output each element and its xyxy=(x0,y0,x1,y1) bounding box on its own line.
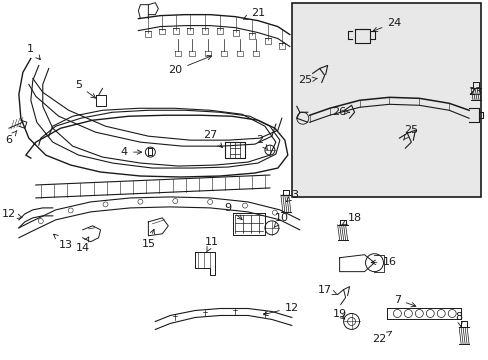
Text: 9: 9 xyxy=(224,203,242,220)
Text: 4: 4 xyxy=(121,147,142,157)
Text: 5: 5 xyxy=(75,80,95,98)
Text: 23: 23 xyxy=(467,87,481,97)
Text: 26: 26 xyxy=(332,107,349,117)
Text: 19: 19 xyxy=(332,310,346,319)
Text: 24: 24 xyxy=(372,18,401,32)
Text: 21: 21 xyxy=(243,8,264,19)
Text: 25: 25 xyxy=(297,75,317,85)
Text: 17: 17 xyxy=(317,284,337,295)
Text: 11: 11 xyxy=(204,237,219,252)
Text: 8: 8 xyxy=(455,312,462,327)
Text: 14: 14 xyxy=(76,237,89,253)
Text: 1: 1 xyxy=(27,44,41,60)
Text: 13: 13 xyxy=(54,234,73,250)
Text: 25: 25 xyxy=(403,125,418,140)
Text: 12: 12 xyxy=(263,302,298,316)
Text: 22: 22 xyxy=(371,331,391,345)
Text: 2: 2 xyxy=(256,135,267,150)
Text: 10: 10 xyxy=(273,213,288,228)
Text: 12: 12 xyxy=(2,209,22,219)
Text: 27: 27 xyxy=(203,130,222,148)
Text: 3: 3 xyxy=(285,190,298,202)
Text: 6: 6 xyxy=(5,130,17,145)
Text: 15: 15 xyxy=(141,229,155,249)
Text: 16: 16 xyxy=(370,257,396,267)
Bar xyxy=(291,3,480,197)
Text: 20: 20 xyxy=(168,55,211,76)
Text: 18: 18 xyxy=(342,213,361,225)
Text: 7: 7 xyxy=(393,294,415,307)
